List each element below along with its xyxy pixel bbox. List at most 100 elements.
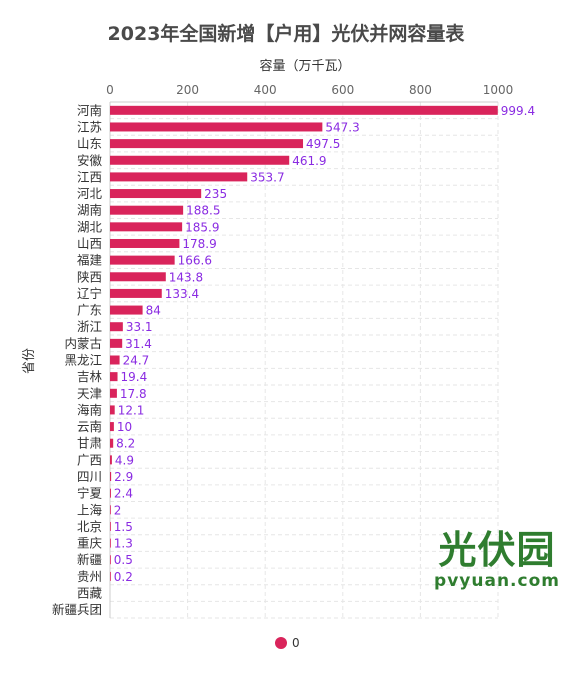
- bar[interactable]: [110, 571, 111, 581]
- data-label: 31.4: [125, 337, 152, 351]
- bar[interactable]: [110, 189, 202, 199]
- bar[interactable]: [110, 139, 304, 149]
- bar[interactable]: [110, 355, 120, 365]
- bar[interactable]: [110, 388, 117, 398]
- data-label: 166.6: [178, 254, 212, 268]
- bar[interactable]: [110, 521, 111, 531]
- data-label: 19.4: [121, 370, 148, 384]
- y-tick-label: 辽宁: [77, 286, 102, 301]
- data-label: 185.9: [185, 220, 219, 234]
- x-tick-label: 800: [409, 83, 432, 97]
- legend-label[interactable]: 0: [292, 636, 300, 650]
- data-label: 10: [117, 420, 132, 434]
- x-tick-label: 1000: [483, 83, 514, 97]
- y-tick-label: 浙江: [77, 319, 102, 334]
- y-tick-label: 西藏: [77, 586, 103, 601]
- y-tick-label: 云南: [77, 419, 102, 434]
- y-tick-label: 海南: [77, 402, 102, 417]
- data-label: 1.3: [114, 537, 133, 551]
- data-label: 8.2: [116, 437, 135, 451]
- data-label: 2.9: [114, 470, 133, 484]
- y-tick-label: 黑龙江: [64, 353, 102, 368]
- y-tick-label: 河北: [77, 186, 103, 201]
- bar[interactable]: [110, 338, 123, 348]
- data-label: 461.9: [292, 154, 326, 168]
- data-label: 17.8: [120, 387, 147, 401]
- grid: [109, 101, 499, 619]
- data-label: 0.2: [114, 570, 133, 584]
- y-tick-label: 宁夏: [77, 486, 103, 501]
- y-tick-label: 北京: [77, 519, 102, 534]
- data-label: 188.5: [186, 204, 220, 218]
- bar[interactable]: [110, 288, 162, 298]
- data-label: 143.8: [169, 270, 203, 284]
- data-label: 999.4: [501, 104, 535, 118]
- bar[interactable]: [110, 488, 111, 498]
- y-tick-label: 四川: [77, 469, 102, 484]
- y-axis-label: 省份: [22, 348, 37, 374]
- data-label: 4.9: [115, 453, 134, 467]
- y-tick-label: 新疆兵团: [52, 602, 102, 617]
- y-tick-label: 福建: [77, 253, 103, 268]
- x-axis-label: 容量（万千瓦）: [259, 58, 350, 74]
- bar[interactable]: [110, 122, 323, 132]
- y-tick-label: 甘肃: [77, 436, 102, 451]
- y-tick-label: 广东: [77, 303, 102, 318]
- bar[interactable]: [110, 438, 114, 448]
- y-tick-label: 陕西: [77, 269, 102, 284]
- watermark-brand-cn: 光伏园: [438, 528, 556, 572]
- data-label: 0.5: [114, 553, 133, 567]
- bar[interactable]: [110, 322, 123, 332]
- data-label: 1.5: [114, 520, 133, 534]
- bar[interactable]: [110, 105, 498, 115]
- bar[interactable]: [110, 272, 166, 282]
- data-label: 497.5: [306, 137, 340, 151]
- y-tick-label: 河南: [77, 103, 102, 118]
- watermark-logo: 光伏园 pvyuan.com: [432, 528, 562, 590]
- data-label: 84: [146, 304, 161, 318]
- legend-marker[interactable]: [275, 637, 287, 649]
- bar[interactable]: [110, 422, 114, 432]
- bar[interactable]: [110, 172, 248, 182]
- watermark-brand-url: pvyuan.com: [434, 571, 560, 591]
- bar[interactable]: [110, 255, 175, 265]
- y-tick-label: 天津: [77, 386, 102, 401]
- bar[interactable]: [110, 222, 183, 232]
- x-axis-ticks: 0 200 400 600 800 1000: [106, 83, 513, 97]
- data-label: 547.3: [325, 120, 359, 134]
- bar[interactable]: [110, 472, 112, 482]
- bar[interactable]: [110, 372, 118, 382]
- legend[interactable]: 0: [275, 636, 300, 650]
- bar[interactable]: [110, 205, 184, 215]
- data-label: 353.7: [250, 170, 284, 184]
- y-tick-label: 内蒙古: [64, 336, 102, 351]
- bar[interactable]: [110, 505, 111, 515]
- x-tick-label: 200: [176, 83, 199, 97]
- chart-title: 2023年全国新增【户用】光伏并网容量表: [108, 22, 466, 45]
- y-tick-label: 山东: [77, 136, 102, 151]
- x-tick-label: 600: [331, 83, 354, 97]
- bar[interactable]: [110, 555, 111, 565]
- y-tick-label: 新疆: [77, 552, 102, 567]
- y-tick-label: 山西: [77, 236, 102, 251]
- data-label: 235: [204, 187, 227, 201]
- y-tick-label: 湖北: [77, 219, 103, 234]
- bar[interactable]: [110, 305, 143, 315]
- bar[interactable]: [110, 238, 180, 248]
- bar[interactable]: [110, 455, 112, 465]
- bar[interactable]: [110, 405, 115, 415]
- y-tick-label: 江苏: [77, 119, 102, 134]
- bars: [110, 105, 498, 581]
- y-tick-label: 江西: [77, 169, 102, 184]
- bar[interactable]: [110, 538, 111, 548]
- data-label: 24.7: [123, 354, 150, 368]
- x-tick-label: 400: [254, 83, 277, 97]
- data-label: 33.1: [126, 320, 153, 334]
- bar[interactable]: [110, 155, 290, 165]
- x-tick-label: 0: [106, 83, 114, 97]
- y-tick-label: 贵州: [77, 569, 102, 584]
- y-axis-ticks: 河南江苏山东安徽江西河北湖南湖北山西福建陕西辽宁广东浙江内蒙古黑龙江吉林天津海南…: [52, 103, 103, 617]
- y-tick-label: 安徽: [77, 153, 103, 168]
- data-label: 2: [114, 503, 122, 517]
